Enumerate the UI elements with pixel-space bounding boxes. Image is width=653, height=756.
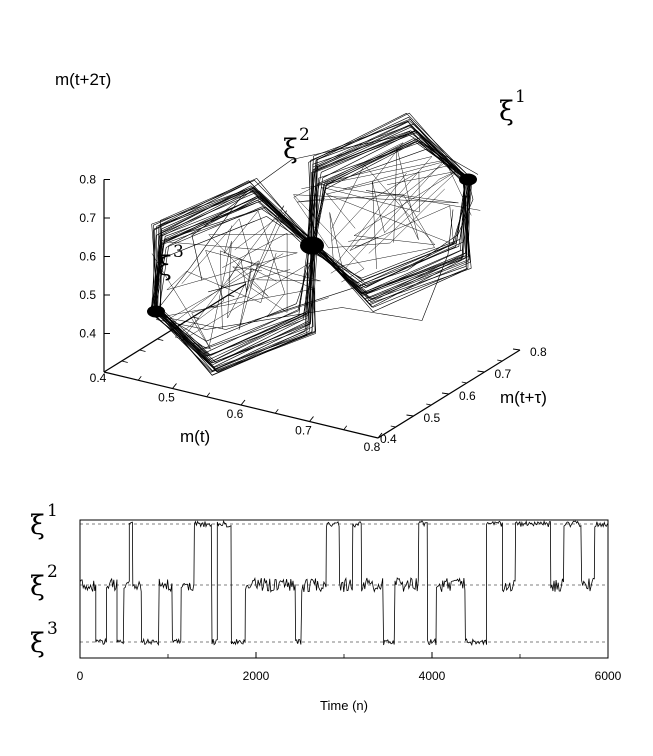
attractor-label: ξ	[157, 251, 172, 282]
y-minor-tick	[497, 359, 503, 362]
time-tick-label: 6000	[595, 669, 622, 683]
y-tick-label: 0.4	[380, 432, 397, 446]
y-tick	[441, 392, 450, 395]
trajectory-excursion	[160, 179, 474, 330]
z-axis-label: m(t+2τ)	[55, 70, 111, 89]
level-index: 2	[47, 562, 58, 582]
trajectory-loop	[157, 178, 318, 376]
trajectory-inner	[180, 205, 312, 342]
trajectory-inner	[222, 210, 288, 313]
x-tick-label: 0.4	[90, 371, 107, 385]
attractor-index: 3	[173, 242, 184, 262]
ticks-3d: 0.40.50.60.70.80.40.50.60.70.80.40.50.60…	[79, 173, 547, 455]
attractor-index: 2	[299, 125, 310, 145]
trajectory-inner	[208, 233, 294, 297]
z-tick-label: 0.8	[79, 173, 96, 187]
trajectory-loop	[307, 118, 470, 299]
level-labels: ξ 1ξ 2ξ 3	[30, 501, 58, 659]
time-tick-label: 2000	[243, 669, 270, 683]
floor-tick	[192, 316, 199, 319]
trajectory-inner	[320, 171, 420, 242]
time-ticks: 0 2000 4000 6000	[77, 652, 622, 683]
floor-tick	[139, 349, 146, 352]
trajectory-inner	[159, 250, 315, 330]
x-tick	[172, 383, 177, 389]
trajectory-inner	[293, 190, 481, 283]
floor-tick	[174, 327, 182, 330]
x-minor-tick	[274, 409, 279, 414]
trajectory-inner	[331, 164, 460, 254]
trajectory-inner	[174, 250, 321, 350]
y-tick-label: 0.6	[459, 389, 476, 403]
trajectory-inner	[301, 160, 445, 271]
attractor-labels: ξ 1ξ 2ξ 3	[157, 87, 526, 282]
level-label: ξ	[30, 510, 45, 541]
x-minor-tick	[206, 392, 211, 397]
z-tick-label: 0.6	[79, 250, 96, 264]
y-tick	[406, 414, 414, 417]
y-tick-label: 0.8	[530, 345, 547, 359]
y-minor-tick	[426, 403, 432, 406]
trajectory-inner	[343, 147, 448, 243]
trajectory-inner	[166, 241, 298, 303]
x-tick-label: 0.6	[227, 407, 244, 421]
level-index: 3	[47, 619, 58, 639]
trajectory-loop	[153, 180, 317, 371]
x-tick-label: 0.7	[295, 424, 312, 438]
trajectory-inner	[207, 241, 291, 347]
y-axis-label: m(t+τ)	[500, 388, 547, 407]
y-tick	[512, 348, 521, 351]
floor-tick	[210, 305, 217, 308]
attractor-label: ξ	[283, 134, 298, 165]
level-label: ξ	[30, 628, 45, 659]
trajectory-inner	[371, 171, 457, 270]
time-series-line	[79, 519, 608, 646]
attractor-point	[147, 305, 165, 318]
trajectory-loop	[308, 113, 471, 308]
y-tick-label: 0.5	[424, 411, 441, 425]
floor-tick	[121, 360, 128, 363]
level-index: 1	[47, 501, 58, 521]
z-tick-label: 0.4	[79, 327, 96, 341]
trajectory-loop	[313, 123, 469, 308]
x-axis-label: m(t)	[180, 427, 210, 446]
attractor-point	[300, 236, 324, 255]
floor-tick	[228, 294, 235, 297]
floor-tick	[157, 338, 164, 341]
attractor-point	[459, 173, 477, 186]
trajectory-inner	[326, 165, 472, 248]
phase-portrait-3d: 0.40.50.60.70.80.40.50.60.70.80.40.50.60…	[55, 70, 547, 454]
y-tick-label: 0.7	[495, 367, 512, 381]
z-tick-label: 0.7	[79, 211, 96, 225]
trajectory-inner	[297, 193, 435, 274]
trajectory-excursion	[155, 209, 454, 330]
time-tick-label: 4000	[419, 669, 446, 683]
x-tick	[377, 432, 383, 439]
x-tick	[240, 399, 246, 406]
attractor-label: ξ	[499, 96, 514, 127]
trajectory-inner	[223, 210, 329, 318]
trajectory-excursion	[155, 134, 479, 312]
x-tick-label: 0.5	[158, 391, 175, 405]
time-axis-label: Time (n)	[320, 698, 368, 713]
y-minor-tick	[461, 381, 467, 384]
y-minor-tick	[390, 425, 396, 428]
x-minor-tick	[343, 425, 348, 430]
trajectory-inner	[317, 156, 433, 251]
trajectory	[147, 112, 481, 376]
x-minor-tick	[137, 376, 142, 381]
attractor-index: 1	[515, 87, 526, 107]
level-label: ξ	[30, 571, 45, 602]
time-series: 0 2000 4000 6000 ξ 1ξ 2ξ 3 Time (n)	[30, 501, 622, 713]
z-tick-label: 0.5	[79, 288, 96, 302]
trajectory-excursion	[191, 190, 313, 281]
trajectory-inner	[293, 142, 445, 249]
x-tick	[309, 416, 314, 422]
time-tick-label: 0	[77, 669, 84, 683]
y-tick	[477, 370, 485, 373]
x-tick-label: 0.8	[364, 440, 381, 454]
